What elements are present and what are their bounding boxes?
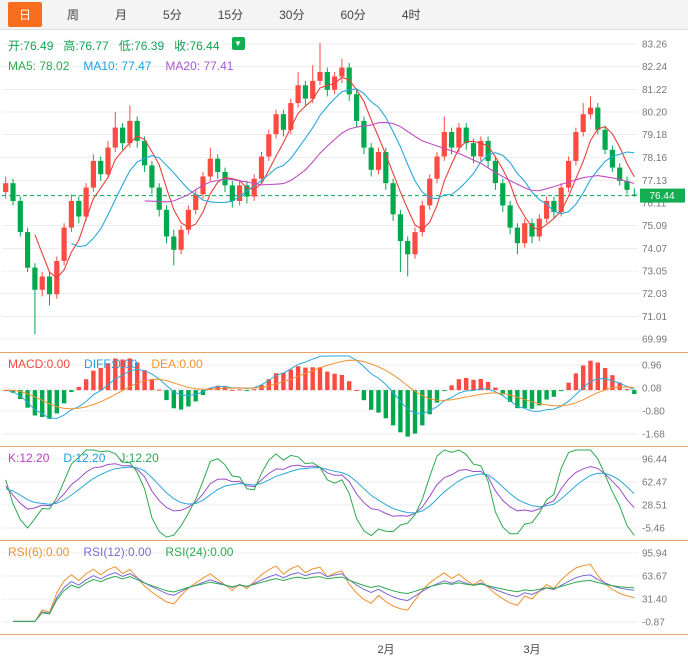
kdj-chart[interactable]: 96.44 62.47 28.51 -5.46 (0, 447, 688, 540)
x-axis-month-label: 2月 (377, 644, 395, 656)
svg-text:83.26: 83.26 (642, 40, 667, 51)
panel-divider (0, 352, 688, 353)
svg-text:-1.68: -1.68 (642, 430, 665, 441)
panel-divider (0, 634, 688, 635)
svg-text:71.01: 71.01 (642, 312, 667, 323)
svg-text:0.96: 0.96 (642, 361, 662, 372)
main-chart-panel: 83.26 82.24 81.22 80.20 79.18 78.16 77.13 76.11… (0, 30, 688, 352)
svg-text:81.22: 81.22 (642, 85, 667, 96)
svg-text:63.67: 63.67 (642, 572, 667, 583)
x-axis-month-label: 3月 (523, 644, 541, 656)
svg-text:95.94: 95.94 (642, 549, 667, 560)
panel-divider (0, 540, 688, 541)
kdj-panel: 96.44 62.47 28.51 -5.46 K:12.20 D:12.20 J:1… (0, 447, 688, 540)
timeframe-tab-日[interactable]: 日 (8, 2, 43, 27)
svg-text:31.40: 31.40 (642, 595, 667, 606)
svg-text:73.05: 73.05 (642, 267, 667, 278)
timeframe-tabbar: 日 周 月 5分 15分 30分 60分 4时 (0, 0, 688, 30)
rsi-panel: 95.94 63.67 31.40 -0.87 RSI(6):0.00 RSI(12)… (0, 541, 688, 634)
svg-text:75.09: 75.09 (642, 221, 667, 232)
svg-text:74.07: 74.07 (642, 244, 667, 255)
panel-divider (0, 446, 688, 447)
timeframe-tab-4时[interactable]: 4时 (401, 8, 421, 22)
timeframe-tab-60分[interactable]: 60分 (340, 8, 366, 22)
svg-text:96.44: 96.44 (642, 455, 667, 466)
svg-text:80.20: 80.20 (642, 108, 667, 119)
timeframe-tab-月[interactable]: 月 (115, 8, 128, 22)
svg-text:76.11: 76.11 (642, 198, 667, 209)
candlestick-chart[interactable]: 83.26 82.24 81.22 80.20 79.18 78.16 77.13 76.11… (0, 30, 688, 352)
svg-text:62.47: 62.47 (642, 478, 667, 489)
timeframe-tab-5分[interactable]: 5分 (163, 8, 182, 22)
timeframe-tab-15分[interactable]: 15分 (217, 8, 244, 22)
svg-text:-0.87: -0.87 (642, 618, 665, 629)
time-axis: 2月 3月 (0, 635, 688, 664)
svg-text:0.08: 0.08 (642, 384, 662, 395)
svg-text:-0.80: -0.80 (642, 407, 665, 418)
svg-text:-5.46: -5.46 (642, 524, 665, 535)
macd-panel: 0.96 0.08 -0.80 -1.68 MACD:0.00 DIFF:0.00 D… (0, 353, 688, 446)
svg-text:76.44: 76.44 (649, 191, 674, 202)
timeframe-tab-周[interactable]: 周 (67, 8, 80, 22)
svg-text:82.24: 82.24 (642, 62, 667, 73)
svg-text:69.99: 69.99 (642, 335, 667, 346)
svg-text:28.51: 28.51 (642, 501, 667, 512)
svg-text:78.16: 78.16 (642, 153, 667, 164)
svg-text:77.13: 77.13 (642, 176, 667, 187)
svg-text:72.03: 72.03 (642, 289, 667, 300)
timeframe-tab-30分[interactable]: 30分 (279, 8, 305, 22)
macd-chart[interactable]: 0.96 0.08 -0.80 -1.68 (0, 353, 688, 446)
svg-text:79.18: 79.18 (642, 130, 667, 141)
rsi-chart[interactable]: 95.94 63.67 31.40 -0.87 (0, 541, 688, 634)
